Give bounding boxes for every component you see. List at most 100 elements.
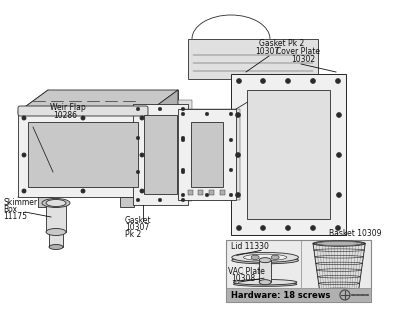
Text: Pk 2: Pk 2 xyxy=(125,230,141,239)
Text: 10307: 10307 xyxy=(125,223,149,232)
Circle shape xyxy=(181,112,185,116)
Ellipse shape xyxy=(319,288,359,292)
Text: Lid 11330: Lid 11330 xyxy=(231,242,269,251)
Bar xyxy=(198,190,203,195)
Circle shape xyxy=(181,198,185,202)
Ellipse shape xyxy=(251,255,259,260)
Circle shape xyxy=(260,226,265,231)
Ellipse shape xyxy=(316,241,362,246)
Text: Gasket Pk 2: Gasket Pk 2 xyxy=(259,39,304,48)
Text: Hardware: 18 screws: Hardware: 18 screws xyxy=(231,290,330,300)
Ellipse shape xyxy=(49,245,63,250)
Circle shape xyxy=(158,198,162,202)
Text: 11175: 11175 xyxy=(3,212,27,221)
Circle shape xyxy=(140,116,144,120)
Circle shape xyxy=(229,112,233,116)
Circle shape xyxy=(285,226,290,231)
Circle shape xyxy=(229,193,233,197)
Circle shape xyxy=(337,153,342,158)
Circle shape xyxy=(237,79,242,84)
Bar xyxy=(49,230,63,247)
Circle shape xyxy=(235,193,240,197)
Bar xyxy=(226,288,371,302)
Bar xyxy=(259,260,271,282)
Circle shape xyxy=(181,138,185,142)
Text: Cover Plate: Cover Plate xyxy=(276,47,320,56)
Bar xyxy=(137,100,192,201)
Text: Box: Box xyxy=(3,205,17,214)
Ellipse shape xyxy=(313,241,365,246)
Bar xyxy=(144,115,177,194)
Text: Gasket: Gasket xyxy=(125,216,151,225)
Circle shape xyxy=(136,136,140,140)
Circle shape xyxy=(337,113,342,118)
Circle shape xyxy=(205,112,209,116)
Polygon shape xyxy=(313,243,365,290)
Bar xyxy=(209,190,214,195)
Text: Skimmer: Skimmer xyxy=(3,198,37,207)
Ellipse shape xyxy=(233,280,297,285)
Circle shape xyxy=(81,116,85,120)
Bar xyxy=(188,190,193,195)
Bar xyxy=(226,240,371,302)
Text: Basket 10309: Basket 10309 xyxy=(329,228,381,237)
Circle shape xyxy=(235,153,240,158)
Circle shape xyxy=(181,170,185,174)
Circle shape xyxy=(335,226,341,231)
Circle shape xyxy=(310,226,315,231)
Text: VAC Plate: VAC Plate xyxy=(228,267,265,276)
Bar xyxy=(182,109,240,200)
Ellipse shape xyxy=(259,280,271,285)
Circle shape xyxy=(205,193,209,197)
Bar xyxy=(38,197,52,207)
Text: 10307: 10307 xyxy=(255,47,279,56)
Circle shape xyxy=(285,79,290,84)
Bar xyxy=(133,104,188,205)
Circle shape xyxy=(22,153,26,157)
Circle shape xyxy=(136,107,140,111)
Bar xyxy=(220,190,225,195)
Circle shape xyxy=(140,189,144,193)
Bar xyxy=(18,112,148,197)
Polygon shape xyxy=(18,90,178,112)
Bar xyxy=(188,39,318,79)
Text: 10308: 10308 xyxy=(231,274,255,283)
Ellipse shape xyxy=(42,198,70,207)
Circle shape xyxy=(335,79,341,84)
Bar xyxy=(191,122,223,187)
Circle shape xyxy=(235,113,240,118)
Circle shape xyxy=(158,107,162,111)
Circle shape xyxy=(22,189,26,193)
Ellipse shape xyxy=(232,257,299,264)
Ellipse shape xyxy=(271,255,279,260)
Ellipse shape xyxy=(259,258,271,263)
Circle shape xyxy=(181,136,185,140)
Circle shape xyxy=(22,116,26,120)
Text: Weir Flap: Weir Flap xyxy=(50,103,86,112)
Bar xyxy=(120,197,134,207)
Circle shape xyxy=(229,168,233,172)
Circle shape xyxy=(229,138,233,142)
Circle shape xyxy=(136,198,140,202)
Bar xyxy=(28,122,138,187)
Ellipse shape xyxy=(46,228,66,236)
Ellipse shape xyxy=(243,254,287,261)
Circle shape xyxy=(136,170,140,174)
Text: 10286: 10286 xyxy=(53,111,77,120)
Ellipse shape xyxy=(232,252,299,262)
Circle shape xyxy=(181,107,185,111)
Bar xyxy=(46,202,66,232)
Circle shape xyxy=(181,193,185,197)
Ellipse shape xyxy=(46,199,66,207)
Text: 10302: 10302 xyxy=(291,55,315,64)
Bar xyxy=(247,90,330,219)
Circle shape xyxy=(81,189,85,193)
Circle shape xyxy=(260,79,265,84)
Polygon shape xyxy=(48,90,178,175)
FancyBboxPatch shape xyxy=(18,106,148,116)
Circle shape xyxy=(237,226,242,231)
Ellipse shape xyxy=(233,282,297,286)
Circle shape xyxy=(140,153,144,157)
Circle shape xyxy=(181,168,185,172)
Circle shape xyxy=(310,79,315,84)
